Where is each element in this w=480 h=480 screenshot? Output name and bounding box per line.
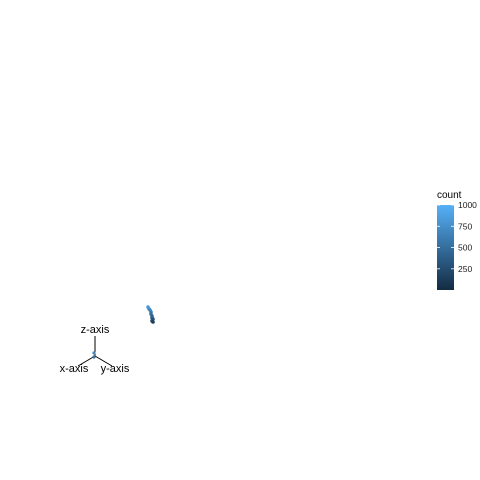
gizmo-point [92, 355, 96, 359]
colorbar-tick-label: 500 [458, 243, 472, 253]
colorbar-title: count [437, 190, 462, 201]
colorbar-legend: count 250 500 750 1000 [437, 190, 477, 290]
x-axis-label: x-axis [60, 363, 89, 375]
gizmo-point [92, 351, 96, 355]
colorbar-tick-label: 1000 [458, 200, 477, 210]
colorbar-tick-label: 250 [458, 264, 472, 274]
colorbar-gradient [437, 205, 454, 290]
axes-gizmo: z-axis x-axis y-axis [60, 324, 130, 375]
data-point [151, 320, 155, 324]
colorbar-ticks: 250 500 750 1000 [437, 200, 477, 274]
colorbar-tick-label: 750 [458, 221, 472, 231]
z-axis-label: z-axis [81, 324, 110, 336]
y-axis-label: y-axis [101, 363, 130, 375]
data-points [146, 305, 155, 324]
y-axis-line [94, 355, 113, 367]
x-axis-line [77, 355, 96, 367]
